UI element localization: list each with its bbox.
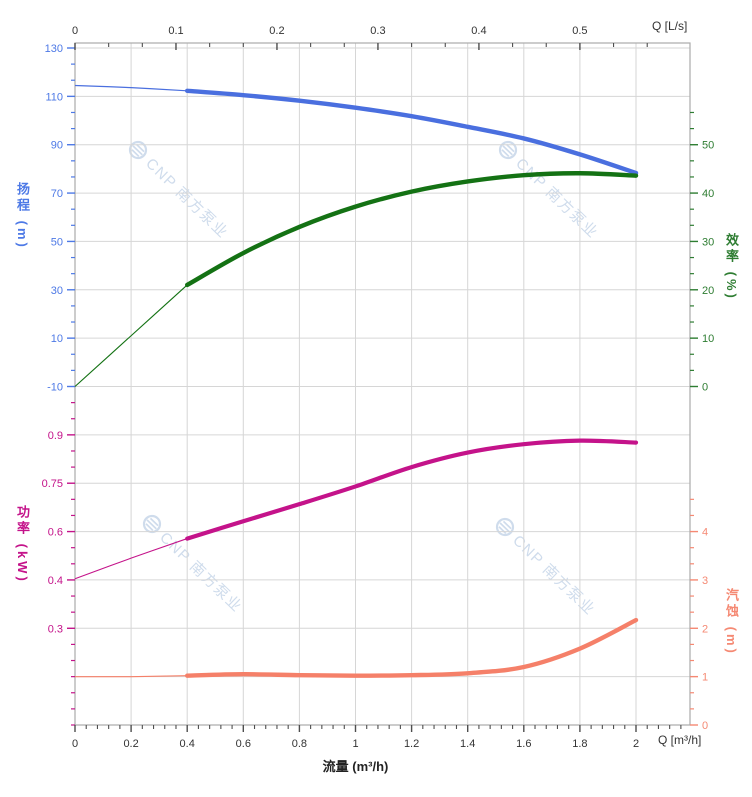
svg-text:30: 30 bbox=[702, 236, 714, 248]
svg-text:0: 0 bbox=[72, 738, 78, 750]
svg-text:0.4: 0.4 bbox=[471, 25, 486, 37]
svg-text:70: 70 bbox=[51, 188, 63, 200]
svg-text:0.4: 0.4 bbox=[180, 738, 195, 750]
svg-text:0.8: 0.8 bbox=[292, 738, 307, 750]
svg-text:110: 110 bbox=[45, 91, 63, 103]
npsh-axis-ticks: 4 3 2 1 0 bbox=[690, 498, 708, 732]
svg-text:0.75: 0.75 bbox=[42, 478, 63, 490]
svg-text:0.2: 0.2 bbox=[123, 738, 138, 750]
svg-text:0.4: 0.4 bbox=[48, 575, 63, 587]
svg-text:1: 1 bbox=[352, 738, 358, 750]
head-axis-title: 扬程 (m) bbox=[15, 182, 30, 250]
svg-text:CNP 南方泵业: CNP 南方泵业 bbox=[512, 155, 601, 242]
svg-text:1.6: 1.6 bbox=[516, 738, 531, 750]
svg-text:2: 2 bbox=[702, 623, 708, 635]
svg-text:1.4: 1.4 bbox=[460, 738, 475, 750]
watermark-cnp-logo: CNP 南方泵业 bbox=[128, 140, 231, 242]
bottom-axis-ticks: 0 0.2 0.4 0.6 0.8 1 1.2 1.4 1.6 1.8 2 bbox=[72, 725, 682, 750]
svg-text:30: 30 bbox=[51, 285, 63, 297]
svg-text:0: 0 bbox=[702, 382, 708, 394]
npsh-curve bbox=[74, 617, 639, 678]
top-axis-unit-label: Q [L/s] bbox=[652, 19, 688, 33]
svg-text:0.9: 0.9 bbox=[48, 430, 63, 442]
gridlines bbox=[74, 42, 691, 726]
svg-text:2: 2 bbox=[633, 738, 639, 750]
svg-text:0: 0 bbox=[702, 720, 708, 732]
svg-text:0.5: 0.5 bbox=[572, 25, 587, 37]
svg-text:50: 50 bbox=[51, 236, 63, 248]
svg-text:10: 10 bbox=[702, 333, 714, 345]
svg-text:3: 3 bbox=[702, 575, 708, 587]
watermark-cnp-logo: CNP 南方泵业 bbox=[142, 514, 245, 616]
svg-text:0.1: 0.1 bbox=[168, 25, 183, 37]
bottom-axis-unit-label: Q [m³/h] bbox=[658, 733, 702, 747]
svg-text:0.6: 0.6 bbox=[236, 738, 251, 750]
flow-axis-title: 流量 (m³/h) bbox=[322, 759, 389, 774]
svg-text:10: 10 bbox=[51, 333, 63, 345]
head-axis-ticks: 130 110 90 70 50 30 10 -10 bbox=[45, 43, 75, 394]
svg-text:1: 1 bbox=[702, 672, 708, 684]
svg-text:40: 40 bbox=[702, 188, 714, 200]
svg-text:1.8: 1.8 bbox=[572, 738, 587, 750]
power-axis-ticks: 0.9 0.75 0.6 0.4 0.3 bbox=[42, 402, 75, 726]
svg-text:0.2: 0.2 bbox=[269, 25, 284, 37]
svg-text:CNP 南方泵业: CNP 南方泵业 bbox=[156, 529, 245, 616]
svg-text:-10: -10 bbox=[47, 382, 63, 394]
svg-text:90: 90 bbox=[51, 140, 63, 152]
efficiency-axis-ticks: 50 40 30 20 10 0 bbox=[690, 111, 714, 394]
efficiency-curve bbox=[74, 171, 639, 387]
power-axis-title: 功率 (kW) bbox=[15, 505, 30, 584]
top-axis-ticks: 0 0.1 0.2 0.3 0.4 0.5 bbox=[72, 25, 648, 50]
svg-text:20: 20 bbox=[702, 285, 714, 297]
efficiency-axis-title: 效率 (%) bbox=[724, 233, 739, 301]
svg-text:1.2: 1.2 bbox=[404, 738, 419, 750]
svg-text:50: 50 bbox=[702, 140, 714, 152]
head-curve bbox=[74, 84, 639, 176]
svg-text:0: 0 bbox=[72, 25, 78, 37]
power-curve bbox=[74, 438, 639, 580]
svg-text:130: 130 bbox=[45, 43, 63, 55]
svg-text:0.3: 0.3 bbox=[48, 623, 63, 635]
svg-text:4: 4 bbox=[702, 527, 708, 539]
svg-text:CNP 南方泵业: CNP 南方泵业 bbox=[509, 532, 598, 619]
svg-text:0.3: 0.3 bbox=[370, 25, 385, 37]
svg-text:0.6: 0.6 bbox=[48, 527, 63, 539]
npsh-axis-title: 汽蚀 (m) bbox=[724, 588, 739, 656]
